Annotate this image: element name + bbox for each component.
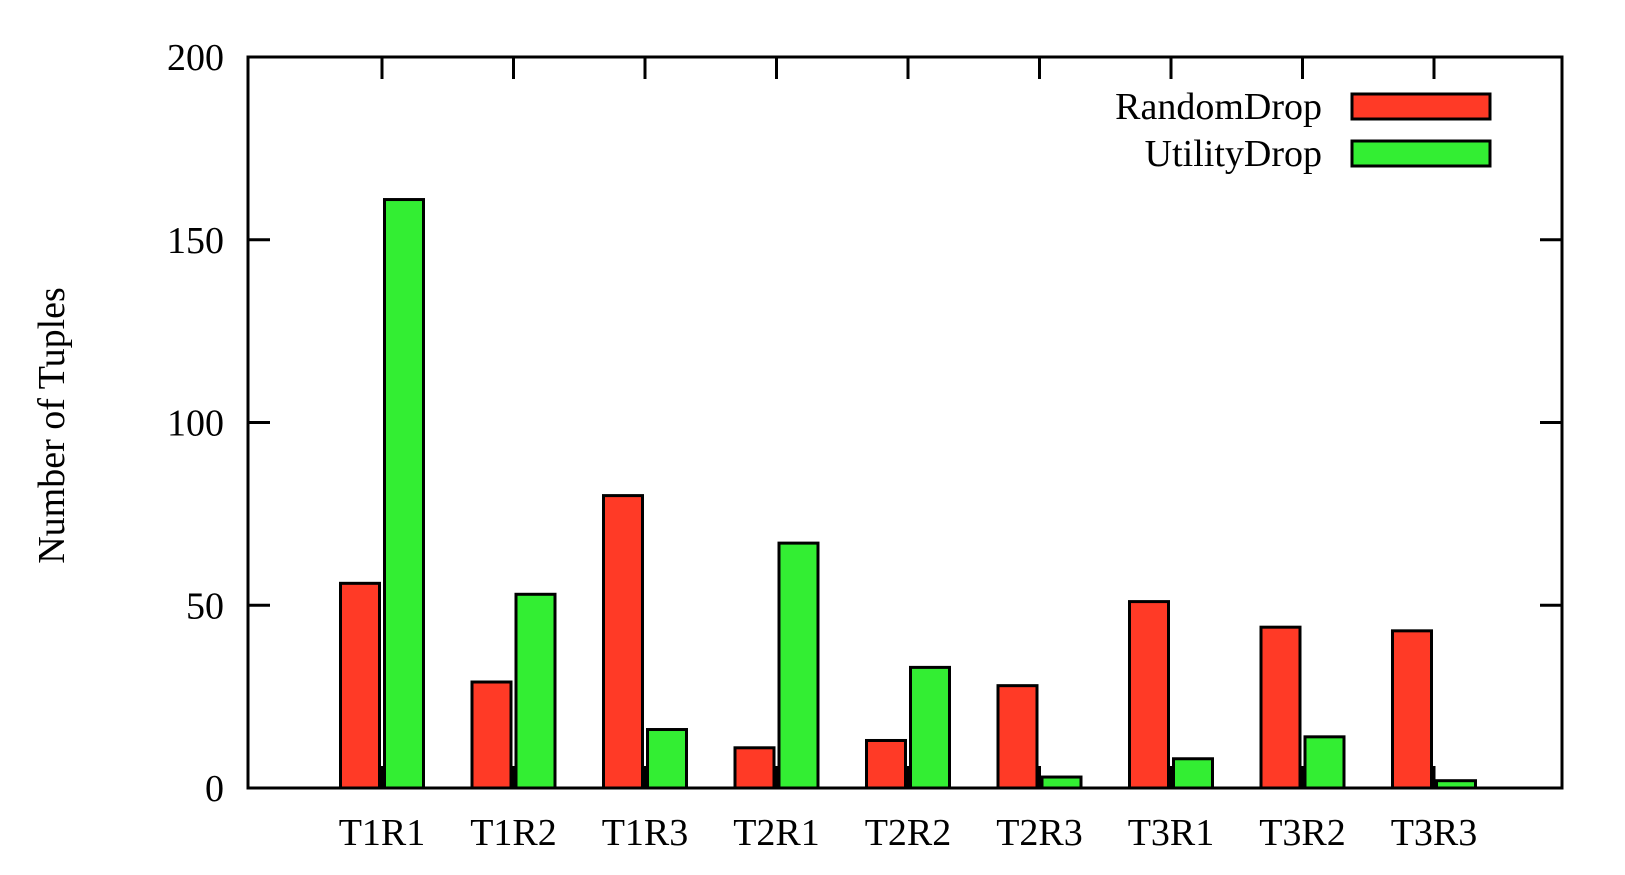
bar-UtilityDrop-T2R1 <box>777 541 820 790</box>
bar-RandomDrop-T3R1 <box>1128 600 1170 790</box>
legend-swatch-UtilityDrop <box>1350 139 1492 168</box>
y-tick-label: 50 <box>186 585 224 627</box>
bar-RandomDrop-T1R2 <box>470 680 513 790</box>
bar-RandomDrop-T2R1 <box>733 746 776 790</box>
bar-UtilityDrop-T2R2 <box>909 665 951 790</box>
y-tick-label: 100 <box>167 403 224 445</box>
bar-RandomDrop-T2R2 <box>865 738 907 790</box>
bar-UtilityDrop-T2R3 <box>1040 775 1083 790</box>
legend-swatch-RandomDrop <box>1350 92 1492 121</box>
x-tick-label: T3R3 <box>1391 812 1478 854</box>
x-tick-label: T2R2 <box>865 812 952 854</box>
x-tick-label: T3R1 <box>1128 812 1215 854</box>
ticks-layer: 0 50 100 150 200 T1R1 T1R2 T1R3 T2R1 T2R2 T2R3 T3R1… <box>167 37 1562 854</box>
bar-UtilityDrop-T3R1 <box>1172 757 1214 790</box>
bar-RandomDrop-T2R3 <box>996 684 1039 790</box>
legend-label-RandomDrop: RandomDrop <box>1115 86 1322 128</box>
x-tick-label: T2R3 <box>996 812 1083 854</box>
y-tick-label: 200 <box>167 37 224 79</box>
x-tick-label: T3R2 <box>1259 812 1346 854</box>
bar-UtilityDrop-T3R2 <box>1303 735 1346 790</box>
y-axis-label: Number of Tuples <box>31 287 73 564</box>
legend: RandomDrop UtilityDrop <box>1115 86 1492 175</box>
bar-UtilityDrop-T1R2 <box>514 592 557 790</box>
bars-layer <box>339 198 1477 790</box>
bar-UtilityDrop-T1R3 <box>646 728 688 790</box>
legend-label-UtilityDrop: UtilityDrop <box>1145 133 1322 175</box>
y-tick-label: 150 <box>167 220 224 262</box>
x-tick-label: T1R2 <box>470 812 557 854</box>
bar-UtilityDrop-T1R1 <box>383 198 425 790</box>
x-tick-label: T1R3 <box>602 812 689 854</box>
y-tick-label: 0 <box>205 768 224 810</box>
bar-RandomDrop-T3R2 <box>1259 625 1302 790</box>
bar-RandomDrop-T1R1 <box>339 581 381 790</box>
bar-RandomDrop-T1R3 <box>602 494 644 790</box>
plot-frame <box>246 55 1564 790</box>
x-tick-label: T2R1 <box>733 812 820 854</box>
x-tick-label: T1R1 <box>339 812 426 854</box>
bar-RandomDrop-T3R3 <box>1391 629 1433 790</box>
